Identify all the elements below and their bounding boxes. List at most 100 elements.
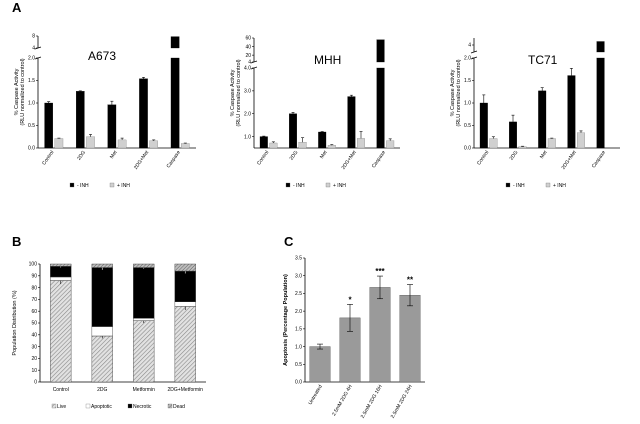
legend-swatch [69, 182, 75, 188]
x-category-label: Control [476, 150, 490, 167]
y-axis-label-2: (RLU normalized to control) [456, 59, 462, 126]
bar-plus-inh [117, 139, 127, 149]
x-category-label: 2DG [76, 150, 87, 162]
chart-title: A673 [88, 49, 116, 63]
stack-segment-necrotic [91, 267, 113, 327]
legend-label: Dead [173, 404, 185, 410]
significance-marker: ** [407, 276, 414, 285]
bar-plus-inh [298, 142, 307, 149]
legend-label: Live [57, 404, 66, 410]
y-tick-label: 3.0 [295, 273, 302, 279]
y-tick-label: 1.0 [28, 101, 35, 107]
stack-segment-apoptotic [133, 318, 155, 321]
y-tick-label: 60 [31, 309, 37, 315]
legend-swatch [285, 182, 291, 188]
y-tick-label: 60 [245, 36, 251, 42]
bar-plus-inh [54, 138, 64, 149]
bar [399, 295, 421, 383]
legend-label: - INH [77, 183, 89, 189]
significance-marker: *** [375, 267, 385, 276]
y-axis-label: % Caspase Activity [14, 68, 20, 115]
stack-segment-live [50, 280, 72, 383]
y-tick-label: 4 [468, 43, 471, 49]
x-category-label: Caspase [166, 150, 182, 170]
x-category-label: 2DG+Metformin [168, 387, 204, 393]
y-tick-label: 2.5 [295, 291, 302, 297]
legend-swatch [505, 182, 511, 188]
y-tick-label: 0.0 [295, 380, 302, 386]
stack-segment-apoptotic [50, 276, 72, 281]
significance-marker: * [348, 295, 352, 304]
chart-title: MHH [314, 53, 341, 67]
y-tick-label: 0.0 [28, 146, 35, 152]
y-tick-label: 2.0 [28, 56, 35, 62]
bar-minus-inh [44, 102, 53, 149]
chart-tc71: TC71 % Caspase Activity (RLU normalized to… [450, 38, 620, 189]
bar-plus-inh [489, 138, 498, 149]
x-category-label: 2DG [289, 150, 300, 162]
bar-minus-inh [347, 96, 356, 149]
x-category-label: 2DG+Met [341, 149, 359, 171]
y-tick-label: 70 [31, 297, 37, 303]
stack-segment-live [133, 320, 155, 383]
y-tick-label: 40 [245, 44, 251, 50]
bar-minus-inh-upper [376, 39, 385, 63]
y-tick-label: 4 [32, 46, 35, 52]
stack-segment-dead [91, 263, 113, 268]
x-category-label: Control [41, 150, 55, 167]
bar-minus-inh [538, 90, 547, 149]
y-tick-label: 0.5 [464, 123, 471, 129]
stack-segment-necrotic [174, 270, 196, 302]
bar-plus-inh [547, 138, 556, 149]
y-axis-label: Apoptosis (Percentage Population) [283, 274, 289, 366]
y-tick-label: 0.5 [28, 123, 35, 129]
bar-minus-inh [376, 67, 385, 149]
chart-apoptosis: Apoptosis (Percentage Population) 0.0 0.5 1… [283, 256, 425, 420]
bar-minus-inh [139, 78, 148, 149]
legend-swatch [127, 403, 133, 409]
legend-label: + INH [117, 183, 130, 189]
y-tick-label: 1.0 [464, 101, 471, 107]
legend-label: Apoptotic [91, 404, 112, 410]
bar-minus-inh [509, 121, 517, 149]
y-tick-label: 40 [31, 333, 37, 339]
x-category-label: Caspase [371, 150, 387, 170]
x-category-label: Met [109, 149, 119, 160]
bar-plus-inh [86, 136, 95, 149]
y-tick-label: 100 [29, 262, 38, 268]
x-category-label: 2.5mM 2DG 16H [360, 384, 384, 420]
stack-segment-dead [174, 263, 196, 272]
stack-segment-necrotic [133, 267, 155, 319]
bar-plus-inh [357, 138, 365, 149]
y-tick-label: 2.0 [244, 111, 251, 117]
y-tick-label: 1.0 [244, 134, 251, 140]
y-axis-label: Population Distribution (%) [12, 290, 18, 355]
legend-swatch [85, 403, 91, 409]
legend-swatch [167, 403, 173, 409]
stack-segment-apoptotic [91, 326, 113, 337]
panel-letter-b: B [12, 234, 21, 249]
bar-plus-inh [327, 145, 336, 149]
legend-swatch [325, 182, 331, 188]
panel-letter-a: A [12, 0, 22, 15]
bar-minus-inh [170, 57, 180, 149]
stack-segment-dead [50, 263, 72, 267]
bar-plus-inh [269, 142, 278, 149]
y-tick-label: 0 [34, 380, 37, 386]
bar-plus-inh [386, 140, 395, 149]
bar-minus-inh [596, 57, 605, 149]
bar-minus-inh [259, 136, 268, 149]
bar-minus-inh-upper [170, 36, 180, 49]
panel-letter-c: C [284, 234, 294, 249]
y-tick-label: 20 [31, 356, 37, 362]
y-tick-label: 20 [245, 53, 251, 59]
y-tick-label: 8 [32, 34, 35, 40]
y-axis-label: % Caspase Activity [230, 69, 236, 116]
y-tick-label: 2.0 [464, 56, 471, 62]
y-axis-label-2: (RLU normalized to control) [236, 59, 242, 126]
bar-minus-inh [318, 131, 327, 149]
legend-label: - INH [513, 183, 525, 189]
x-category-label: Caspase [591, 150, 607, 170]
y-axis-label-2: (RLU normalized to control) [20, 58, 26, 125]
y-tick-label: 1.5 [464, 78, 471, 84]
